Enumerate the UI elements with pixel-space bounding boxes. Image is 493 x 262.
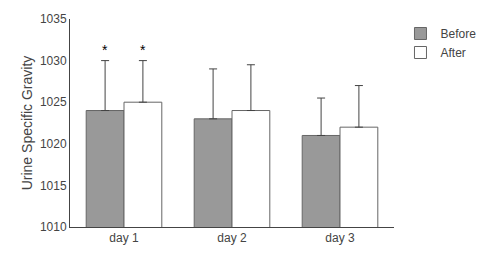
svg-text:After: After [440,46,465,60]
svg-text:*: * [140,42,146,58]
svg-text:1020: 1020 [40,137,67,151]
svg-text:1030: 1030 [40,54,67,68]
svg-text:Urine Specific Gravity: Urine Specific Gravity [19,56,35,191]
svg-text:Before: Before [440,27,476,41]
svg-text:day 2: day 2 [217,231,247,245]
svg-text:day 1: day 1 [109,231,139,245]
svg-text:1035: 1035 [40,12,67,26]
svg-text:*: * [102,42,108,58]
svg-text:1010: 1010 [40,220,67,234]
svg-text:1025: 1025 [40,95,67,109]
svg-text:day 3: day 3 [325,231,355,245]
svg-text:1015: 1015 [40,179,67,193]
